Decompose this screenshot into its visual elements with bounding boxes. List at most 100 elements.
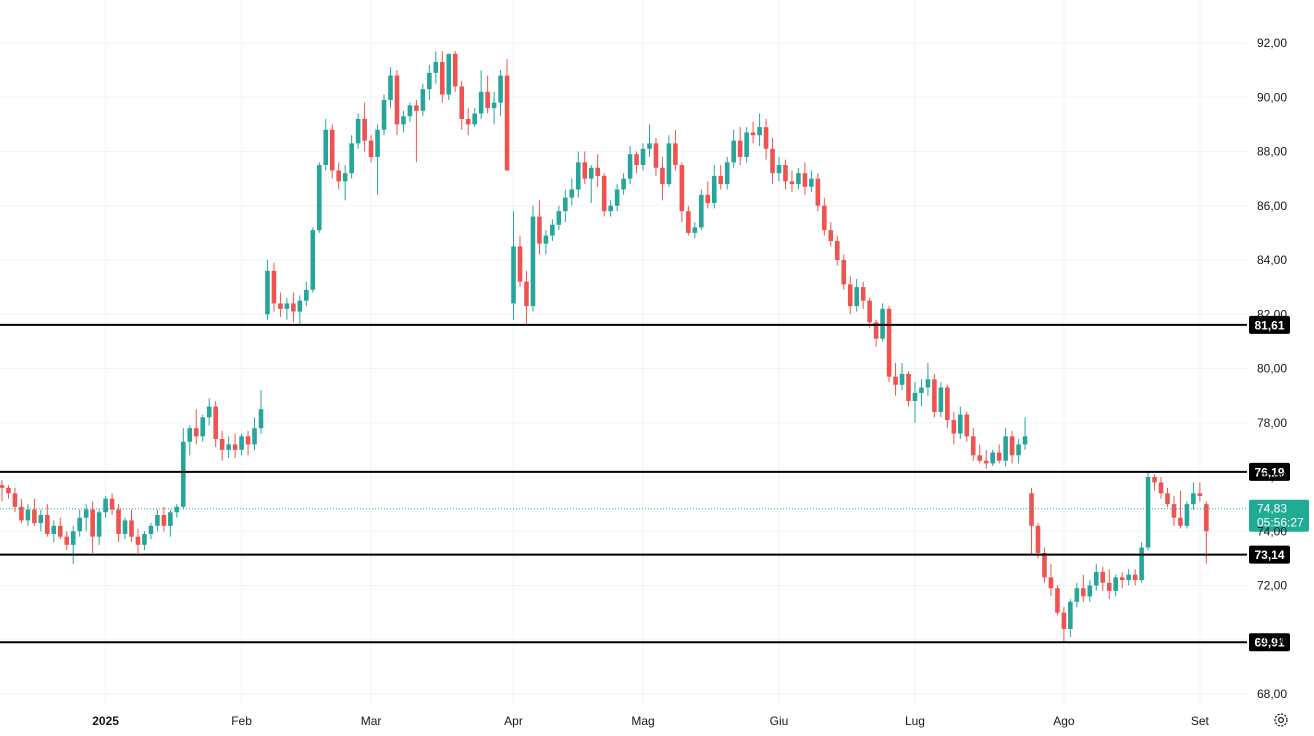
candle-body	[724, 162, 730, 185]
candle-body	[1119, 577, 1125, 581]
candle-body	[174, 506, 180, 513]
candle-body	[329, 129, 335, 171]
last-price-value: 74,83	[1257, 502, 1287, 516]
candle-body	[6, 487, 11, 494]
candle-body	[200, 417, 206, 437]
candle-body	[1158, 482, 1164, 494]
candle-body	[1087, 585, 1093, 597]
candle-body	[737, 140, 743, 157]
candle-body	[815, 178, 821, 206]
bar-countdown: 05:56:27	[1257, 516, 1304, 530]
candle-body	[1171, 504, 1177, 518]
candle-body	[776, 165, 782, 174]
y-tick-label: 76,00	[1257, 470, 1287, 484]
candle-body	[38, 514, 44, 524]
candle-body	[614, 189, 620, 206]
candle-body	[1132, 574, 1138, 581]
candle-body	[440, 61, 445, 95]
candle-body	[983, 460, 989, 464]
y-tick-label: 68,00	[1257, 687, 1287, 701]
candle-body	[57, 525, 63, 537]
candle-body	[977, 455, 983, 461]
x-tick-label: Giu	[770, 714, 789, 728]
price-level-tag-label: 69,91	[1254, 636, 1284, 650]
y-tick-label: 84,00	[1257, 253, 1287, 267]
candle-body	[258, 409, 264, 429]
candle-body	[699, 194, 704, 228]
candle-body	[25, 509, 31, 521]
candle-body	[588, 167, 594, 179]
candle-body	[1074, 588, 1080, 602]
candle-body	[543, 235, 549, 244]
grid	[0, 0, 1247, 706]
candle-body	[789, 181, 795, 185]
candle-body	[239, 436, 244, 450]
candle-body	[945, 387, 950, 421]
candle-body	[1106, 582, 1112, 591]
candle-body	[860, 287, 866, 301]
candle-body	[1003, 436, 1008, 461]
candle-body	[1165, 493, 1170, 505]
candle-body	[1061, 612, 1067, 629]
candle-body	[705, 194, 711, 204]
candle-body	[582, 162, 588, 179]
candle-body	[964, 414, 970, 437]
candle-body	[621, 178, 626, 190]
candle-body	[1126, 574, 1131, 581]
candle-body	[122, 520, 128, 534]
candle-body	[135, 536, 141, 545]
candle-body	[1009, 436, 1015, 456]
candle-body	[187, 428, 193, 442]
candle-body	[1113, 577, 1118, 591]
candle-body	[932, 379, 937, 412]
candle-body	[433, 61, 439, 73]
candle-body	[1191, 493, 1196, 505]
candle-body	[990, 452, 995, 464]
candle-body	[524, 281, 529, 307]
candle-body	[608, 205, 613, 212]
candle-body	[1184, 504, 1190, 526]
candle-body	[485, 91, 490, 109]
candle-body	[316, 165, 322, 231]
gear-icon[interactable]	[1272, 711, 1290, 729]
x-tick-label: 2025	[92, 714, 119, 728]
candle-body	[828, 230, 834, 242]
candle-body	[958, 414, 963, 434]
candle-body	[168, 512, 173, 526]
candle-body	[569, 189, 575, 198]
candle-body	[886, 308, 892, 377]
candle-body	[563, 197, 568, 212]
candle-body	[446, 53, 452, 95]
y-tick-label: 78,00	[1257, 416, 1287, 430]
candle-body	[0, 485, 5, 488]
x-tick-label: Apr	[504, 714, 523, 728]
candle-body	[70, 531, 76, 545]
horizontal-levels[interactable]: 81,61 76,19 73,14 69,91	[0, 315, 1290, 652]
candle-body	[653, 143, 659, 168]
candle-body	[595, 167, 600, 176]
time-axis[interactable]: 2025 Feb Mar Apr Mag Giu Lug Ago Set	[92, 714, 1209, 728]
candle-body	[673, 143, 678, 166]
price-axis[interactable]: 68,00 70,00 72,00 74,00 76,00 78,00 80,00 82,00…	[1257, 36, 1287, 701]
candle-body	[478, 91, 484, 114]
candle-body	[763, 127, 769, 149]
candle-body	[951, 420, 957, 434]
candle-body	[64, 536, 70, 545]
y-tick-label: 86,00	[1257, 199, 1287, 213]
candle-body	[1178, 517, 1183, 526]
candle-body	[388, 75, 393, 100]
candle-body	[355, 118, 361, 144]
candle-body	[12, 493, 18, 507]
candle-body	[336, 170, 341, 182]
candle-body	[809, 178, 814, 187]
candle-body	[155, 514, 160, 526]
candle-body	[925, 379, 931, 388]
candle-body	[213, 406, 218, 440]
price-level-tag	[1249, 545, 1290, 564]
candle-body	[109, 498, 115, 510]
candle-body	[1152, 477, 1157, 483]
candle-body	[912, 392, 918, 402]
y-tick-label: 88,00	[1257, 145, 1287, 159]
candle-body	[310, 230, 316, 290]
